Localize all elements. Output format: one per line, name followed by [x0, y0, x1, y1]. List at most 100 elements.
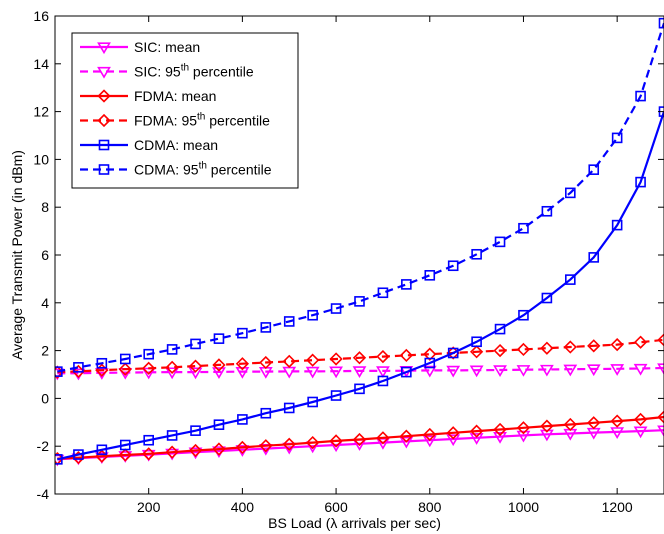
data-point	[330, 390, 342, 401]
data-point	[493, 422, 507, 437]
data-point	[610, 337, 624, 352]
data-point	[493, 343, 507, 358]
data-point	[118, 451, 133, 463]
data-point	[377, 287, 389, 299]
data-point	[283, 316, 295, 327]
data-point	[352, 432, 367, 447]
data-point	[588, 252, 600, 263]
legend-item: FDMA: 95th percentile	[80, 112, 270, 129]
data-point	[633, 363, 648, 376]
data-point	[352, 351, 367, 365]
data-point	[610, 414, 624, 428]
data-point	[423, 427, 437, 442]
data-point	[166, 430, 178, 441]
data-point	[213, 419, 225, 430]
data-point	[118, 448, 132, 462]
series-5	[55, 17, 664, 377]
data-point	[657, 410, 664, 424]
data-point	[376, 349, 390, 364]
data-point	[259, 355, 273, 370]
data-point	[282, 354, 296, 368]
data-point	[73, 362, 84, 373]
data-point	[471, 248, 482, 260]
data-point	[516, 342, 531, 357]
data-point	[235, 357, 250, 371]
data-point	[237, 327, 248, 339]
data-point	[469, 365, 484, 378]
legend-label: FDMA: 95th percentile	[134, 112, 270, 129]
data-point	[401, 279, 412, 290]
x-axis-label: BS Load (λ arrivals per sec)	[268, 515, 441, 531]
series-2	[55, 410, 664, 466]
data-point	[469, 424, 484, 438]
data-point	[469, 433, 484, 445]
data-point	[446, 434, 461, 447]
legend-item: FDMA: mean	[80, 88, 216, 104]
data-point	[307, 396, 318, 408]
data-point	[587, 416, 601, 430]
data-point	[212, 442, 226, 456]
data-point	[235, 366, 250, 379]
data-point	[633, 335, 648, 349]
y-tick-label: 8	[41, 199, 49, 215]
data-point	[611, 219, 623, 231]
legend-marker	[98, 164, 110, 175]
legend-marker	[98, 139, 110, 151]
data-point	[587, 339, 601, 353]
data-point	[516, 430, 531, 443]
legend-item: SIC: mean	[80, 39, 200, 55]
data-point	[259, 439, 273, 453]
data-point	[306, 435, 320, 450]
data-point	[494, 236, 506, 248]
x-tick-label: 400	[231, 499, 255, 515]
data-point	[188, 367, 203, 380]
data-point	[55, 366, 63, 377]
legend-label: CDMA: 95th percentile	[134, 161, 272, 178]
data-point	[165, 367, 180, 380]
data-point	[376, 366, 390, 378]
legend-marker	[97, 113, 111, 128]
legend-label: CDMA: mean	[134, 137, 218, 153]
y-tick-label: -4	[37, 486, 50, 502]
data-point	[540, 419, 554, 433]
legend-label: SIC: mean	[134, 39, 200, 55]
data-point	[212, 358, 226, 372]
data-point	[143, 434, 154, 446]
data-point	[354, 383, 365, 395]
data-point	[141, 449, 156, 462]
data-point	[539, 429, 554, 442]
data-point	[563, 364, 578, 377]
data-point	[306, 353, 320, 367]
series-3	[55, 333, 664, 379]
data-point	[493, 431, 507, 444]
data-point	[447, 347, 459, 359]
data-point	[119, 353, 131, 365]
legend-box	[71, 32, 299, 189]
data-point	[446, 365, 461, 378]
data-point	[657, 333, 664, 347]
legend-marker	[97, 66, 111, 79]
data-point	[563, 417, 577, 432]
legend-label: SIC: 95th percentile	[134, 63, 254, 80]
data-point	[494, 323, 506, 335]
y-tick-label: 10	[33, 151, 49, 167]
y-tick-label: 16	[33, 8, 49, 24]
data-point	[611, 132, 623, 144]
y-tick-label: 0	[41, 390, 49, 406]
data-point	[657, 363, 664, 376]
series-line	[57, 111, 664, 461]
data-point	[142, 447, 156, 461]
data-point	[565, 187, 576, 199]
data-point	[446, 426, 460, 440]
data-point	[424, 357, 436, 369]
data-point	[71, 364, 86, 379]
data-point	[377, 375, 389, 387]
data-point	[635, 90, 646, 102]
data-point	[399, 436, 414, 449]
data-point	[73, 449, 84, 460]
series-1	[55, 363, 664, 381]
data-point	[493, 365, 507, 378]
data-point	[586, 364, 601, 377]
y-axis-label: Average Transmit Power (in dBm)	[9, 150, 25, 360]
